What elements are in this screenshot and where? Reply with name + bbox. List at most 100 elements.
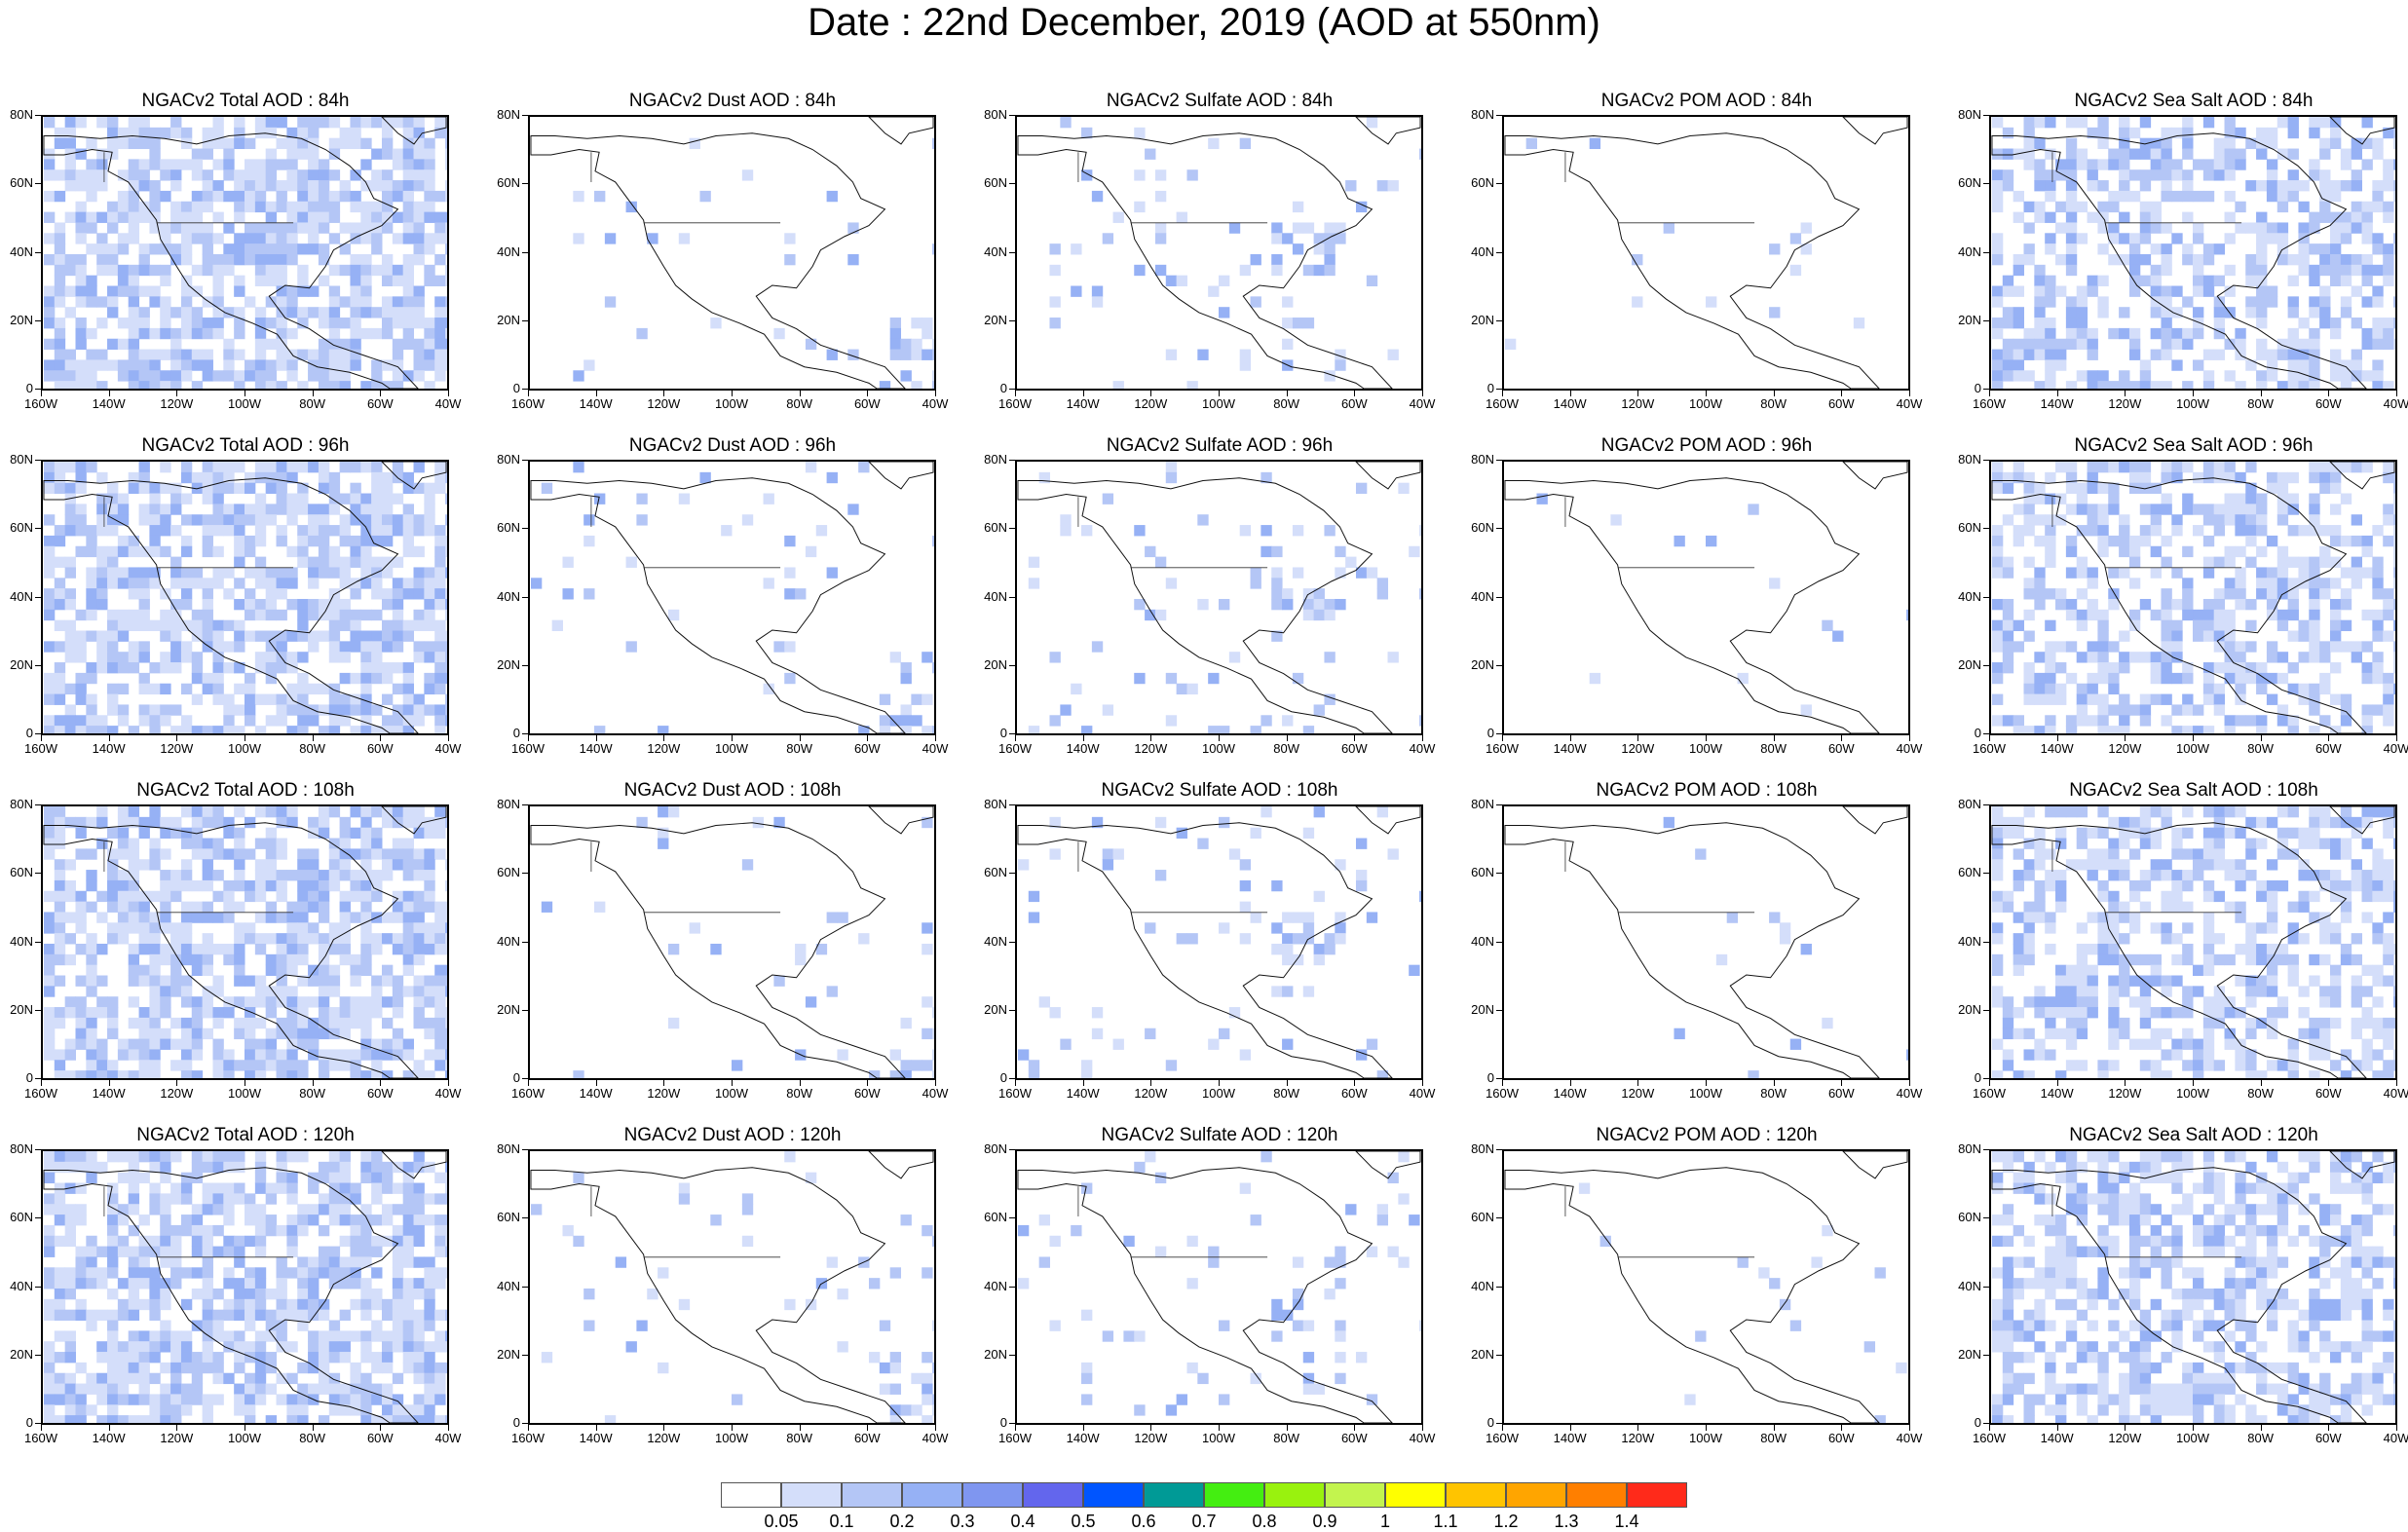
longitude-tick [663,391,664,396]
aod-map [530,1151,934,1423]
latitude-label: 40N [1461,1280,1494,1293]
longitude-tick [1774,1425,1775,1431]
latitude-tick [522,733,528,734]
map-frame [528,804,936,1080]
longitude-tick [313,1425,314,1431]
latitude-tick [1983,252,1989,253]
longitude-tick [1637,735,1638,741]
longitude-tick [2261,391,2262,396]
longitude-tick [1502,1080,1503,1086]
latitude-tick [1983,1355,1989,1356]
longitude-tick [2193,1080,2194,1086]
colorbar-label: 0.7 [1185,1512,1223,1532]
latitude-label: 0 [487,727,520,740]
latitude-label: 80N [1948,1142,1981,1156]
latitude-label: 60N [1948,521,1981,535]
latitude-tick [1009,389,1015,390]
coastline-greenland [1843,462,1907,489]
longitude-tick [1354,1425,1355,1431]
longitude-label: 80W [1750,742,1798,756]
longitude-tick [1354,1080,1355,1086]
latitude-label: 80N [1461,453,1494,467]
latitude-tick [1009,183,1015,184]
longitude-label: 160W [1478,742,1526,756]
latitude-label: 60N [487,176,520,190]
latitude-tick [1496,460,1502,461]
longitude-tick [2125,1425,2126,1431]
colorbar-swatch [1506,1482,1566,1508]
latitude-tick [35,1355,41,1356]
longitude-tick [1422,1425,1423,1431]
longitude-label: 140W [572,1087,621,1101]
longitude-label: 40W [2372,742,2408,756]
longitude-tick [448,391,449,396]
latitude-label: 0 [1461,1071,1494,1085]
longitude-tick [2057,1425,2058,1431]
longitude-tick [1083,735,1084,741]
longitude-label: 100W [1681,397,1730,411]
longitude-label: 120W [639,397,688,411]
longitude-tick [1841,1425,1842,1431]
map-frame [1015,115,1423,391]
panel-title: NGACv2 Sea Salt AOD : 96h [1989,434,2398,458]
longitude-tick [1637,391,1638,396]
longitude-label: 80W [775,1432,824,1445]
longitude-label: 80W [1262,742,1311,756]
longitude-tick [2125,1080,2126,1086]
latitude-label: 40N [974,1280,1007,1293]
latitude-label: 20N [487,658,520,672]
longitude-label: 140W [572,1432,621,1445]
longitude-label: 160W [1478,1087,1526,1101]
longitude-label: 160W [17,742,65,756]
longitude-label: 80W [1750,1087,1798,1101]
latitude-tick [1496,528,1502,529]
longitude-label: 100W [2168,1087,2217,1101]
longitude-tick [596,1425,597,1431]
longitude-label: 160W [504,397,552,411]
latitude-label: 40N [1948,935,1981,949]
latitude-tick [1009,1287,1015,1288]
latitude-label: 60N [0,1211,33,1224]
latitude-label: 60N [1461,176,1494,190]
latitude-tick [1983,1010,1989,1011]
longitude-label: 140W [572,397,621,411]
latitude-tick [1009,320,1015,321]
longitude-label: 120W [1126,742,1175,756]
latitude-tick [1983,597,1989,598]
latitude-label: 20N [0,1003,33,1017]
longitude-tick [596,391,597,396]
latitude-tick [522,389,528,390]
latitude-label: 80N [974,453,1007,467]
longitude-tick [1150,1425,1151,1431]
latitude-tick [522,873,528,874]
longitude-label: 140W [2033,742,2082,756]
longitude-label: 80W [775,1087,824,1101]
longitude-tick [109,1425,110,1431]
longitude-tick [1909,1080,1910,1086]
longitude-tick [1774,391,1775,396]
latitude-label: 40N [1461,590,1494,604]
latitude-tick [1496,597,1502,598]
latitude-label: 40N [1948,1280,1981,1293]
colorbar-swatch [962,1482,1023,1508]
aod-shading [1505,138,1864,350]
longitude-tick [935,1425,936,1431]
longitude-tick [41,1080,42,1086]
longitude-label: 100W [707,1087,756,1101]
longitude-label: 60W [843,742,891,756]
latitude-label: 40N [974,590,1007,604]
latitude-label: 0 [487,382,520,395]
colorbar-label: 1 [1366,1512,1405,1532]
longitude-tick [380,391,381,396]
longitude-label: 160W [504,1432,552,1445]
longitude-label: 120W [2100,742,2149,756]
longitude-label: 60W [1330,1087,1378,1101]
longitude-label: 80W [1262,1087,1311,1101]
longitude-tick [2125,391,2126,396]
